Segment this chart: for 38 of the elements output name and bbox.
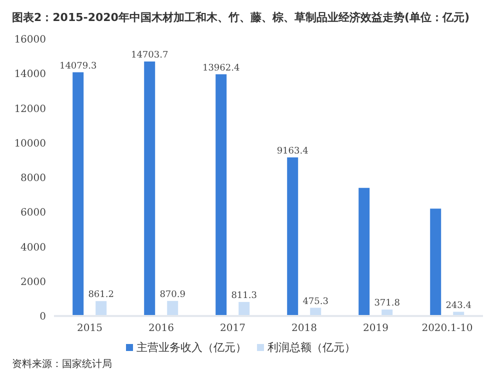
bar xyxy=(96,301,107,316)
y-tick-label: 10000 xyxy=(14,138,46,150)
y-tick-label: 12000 xyxy=(14,104,46,115)
x-tick-label: 2015 xyxy=(77,323,102,334)
y-tick-label: 14000 xyxy=(14,69,46,80)
x-tick-label: 2018 xyxy=(292,323,317,334)
y-tick-label: 2000 xyxy=(20,276,46,288)
chart-title: 图表2：2015-2020年中国木材加工和木、竹、藤、棕、草制品业经济效益走势(单位：亿元) xyxy=(11,10,471,25)
y-tick-label: 4000 xyxy=(20,242,46,254)
data-label: 243.4 xyxy=(446,300,472,311)
bar xyxy=(72,72,84,316)
data-label: 861.2 xyxy=(88,290,114,300)
data-label: 14079.3 xyxy=(59,61,97,72)
data-label: 811.3 xyxy=(231,290,258,301)
data-label: 9163.4 xyxy=(276,146,309,156)
y-tick-label: 16000 xyxy=(14,34,46,46)
legend-label: 主营业务收入（亿元） xyxy=(136,341,246,354)
y-tick-label: 6000 xyxy=(20,208,46,219)
bar xyxy=(287,157,298,316)
x-tick-label: 2020.1-10 xyxy=(422,323,473,334)
x-tick-label: 2016 xyxy=(148,323,174,334)
data-label: 13962.4 xyxy=(202,63,240,74)
data-label: 475.3 xyxy=(302,296,329,307)
data-label: 14703.7 xyxy=(130,50,168,60)
data-label: 870.9 xyxy=(160,290,186,300)
bar xyxy=(144,61,156,316)
bar xyxy=(216,74,227,316)
bar xyxy=(430,208,442,316)
y-tick-label: 0 xyxy=(40,312,46,323)
x-tick-label: 2019 xyxy=(363,323,388,334)
y-tick-label: 8000 xyxy=(20,173,46,184)
x-tick-label: 2017 xyxy=(220,323,246,334)
legend-label: 利润总额（亿元） xyxy=(268,341,356,354)
bar xyxy=(358,188,370,316)
data-label: 371.8 xyxy=(374,298,400,309)
bar xyxy=(167,300,178,316)
text: 资料来源：国家统计局 xyxy=(11,358,113,371)
bar xyxy=(238,302,250,316)
